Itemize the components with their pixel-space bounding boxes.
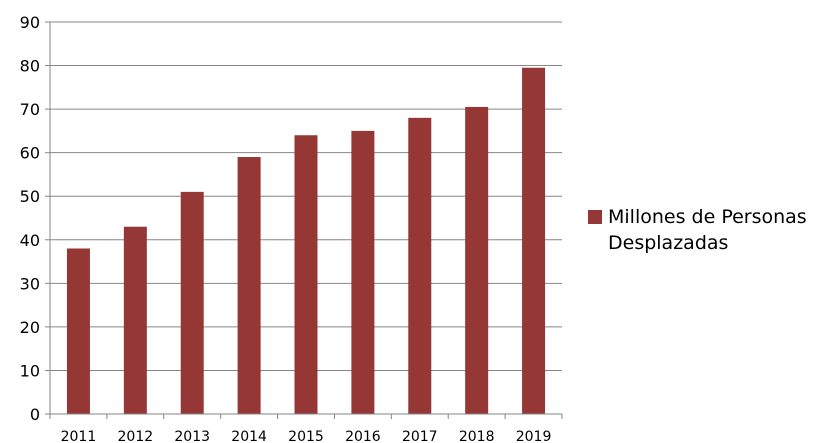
x-tick-label: 2013 bbox=[174, 429, 210, 443]
bar bbox=[123, 226, 147, 414]
y-tick-label: 10 bbox=[20, 361, 40, 380]
x-tick-label: 2017 bbox=[402, 429, 438, 443]
y-tick-label: 90 bbox=[20, 13, 40, 32]
axes bbox=[45, 21, 563, 419]
y-tick-label: 50 bbox=[20, 187, 40, 206]
y-tick-label: 0 bbox=[30, 405, 40, 424]
bar bbox=[294, 135, 318, 414]
x-tick-label: 2014 bbox=[231, 429, 267, 443]
bar bbox=[237, 157, 261, 414]
x-tick-label: 2019 bbox=[516, 429, 552, 443]
x-tick-label: 2015 bbox=[288, 429, 324, 443]
x-tick-label: 2018 bbox=[459, 429, 495, 443]
y-tick-label: 40 bbox=[20, 231, 40, 250]
legend: Millones de Personas Desplazadas bbox=[588, 204, 838, 256]
legend-swatch bbox=[588, 210, 602, 224]
x-tick-label: 2012 bbox=[118, 429, 154, 443]
y-tick-label: 70 bbox=[20, 100, 40, 119]
y-tick-label: 80 bbox=[20, 57, 40, 76]
bar bbox=[408, 117, 432, 415]
bar bbox=[66, 248, 90, 414]
bar bbox=[465, 106, 489, 414]
y-tick-label: 20 bbox=[20, 318, 40, 337]
bars bbox=[66, 67, 546, 415]
x-tick-labels: 2011 2012 2013 2014 2015 2016 2017 2018 2019 bbox=[61, 429, 552, 443]
x-tick-label: 2016 bbox=[345, 429, 381, 443]
bar bbox=[351, 130, 375, 414]
x-tick-label: 2011 bbox=[61, 429, 97, 443]
y-tick-label: 30 bbox=[20, 274, 40, 293]
bar bbox=[522, 67, 546, 414]
y-tick-labels: 0 10 20 30 40 50 60 70 80 90 bbox=[20, 13, 40, 424]
bar bbox=[180, 191, 204, 414]
legend-label: Millones de Personas Desplazadas bbox=[608, 206, 807, 254]
y-tick-label: 60 bbox=[20, 144, 40, 163]
